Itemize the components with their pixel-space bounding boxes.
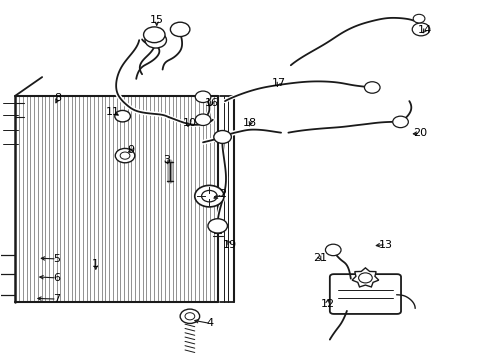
Text: 7: 7 — [53, 294, 60, 304]
Circle shape — [207, 219, 227, 233]
Circle shape — [325, 244, 340, 256]
Circle shape — [412, 14, 424, 23]
Circle shape — [115, 111, 130, 122]
Text: 3: 3 — [163, 155, 170, 165]
Polygon shape — [351, 268, 378, 287]
Circle shape — [194, 185, 224, 207]
Text: 13: 13 — [378, 239, 392, 249]
Text: 14: 14 — [417, 25, 431, 35]
Circle shape — [180, 309, 199, 323]
Circle shape — [392, 116, 407, 128]
Text: 16: 16 — [204, 98, 219, 108]
Text: 4: 4 — [206, 319, 213, 328]
Text: 19: 19 — [223, 239, 237, 249]
Text: 8: 8 — [55, 93, 61, 103]
Text: 2: 2 — [219, 189, 225, 199]
Circle shape — [411, 23, 429, 36]
Circle shape — [145, 32, 166, 48]
Text: 15: 15 — [149, 15, 163, 26]
Text: 9: 9 — [127, 144, 134, 154]
Text: 12: 12 — [320, 299, 334, 309]
Circle shape — [213, 131, 231, 143]
Circle shape — [115, 148, 135, 163]
Circle shape — [143, 27, 164, 42]
Text: 20: 20 — [412, 129, 426, 138]
Circle shape — [195, 114, 210, 126]
Circle shape — [195, 91, 210, 103]
Text: 18: 18 — [243, 118, 257, 128]
Text: 11: 11 — [105, 107, 120, 117]
Text: 17: 17 — [271, 78, 285, 88]
Circle shape — [170, 22, 189, 37]
FancyBboxPatch shape — [329, 274, 400, 314]
Text: 21: 21 — [312, 253, 326, 263]
Text: 1: 1 — [92, 259, 99, 269]
Text: 6: 6 — [53, 273, 60, 283]
Circle shape — [364, 82, 379, 93]
Text: 5: 5 — [53, 254, 60, 264]
Text: 10: 10 — [183, 118, 197, 128]
